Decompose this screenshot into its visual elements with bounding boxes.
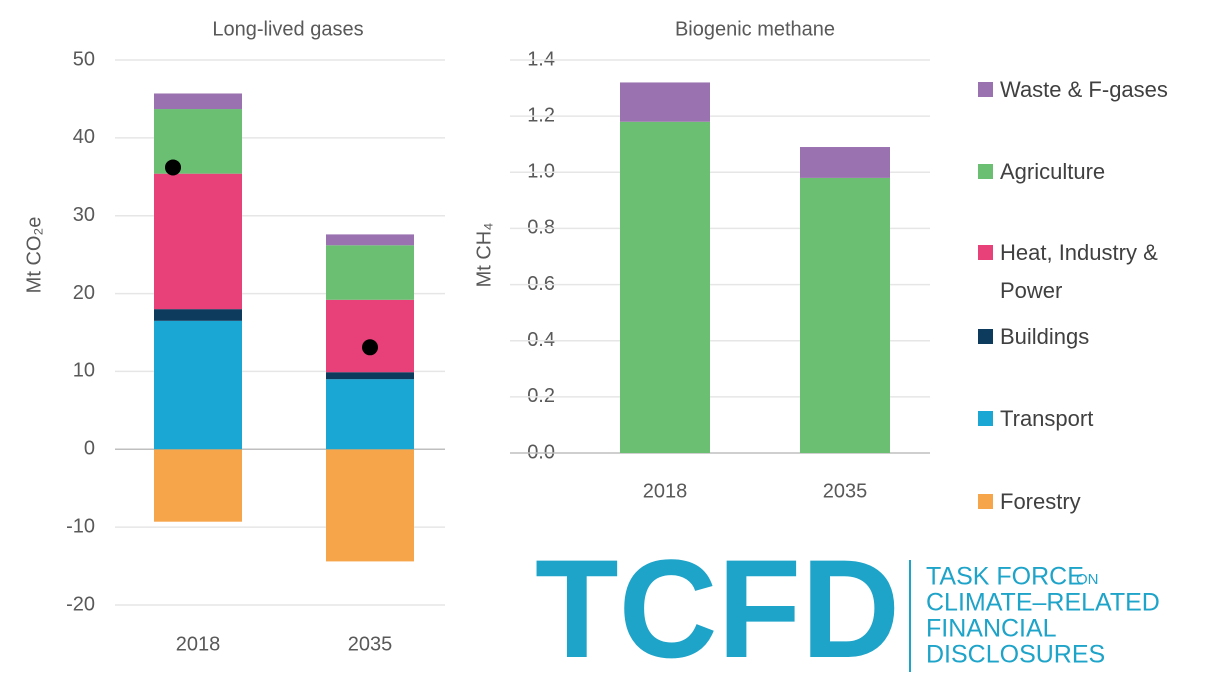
bar-segment xyxy=(620,82,710,122)
x-tick-label: 2018 xyxy=(176,633,221,655)
y-axis-label: Mt CH₄ xyxy=(473,223,495,288)
x-tick-label: 2035 xyxy=(348,633,393,655)
y-axis-label: Mt CO₂e xyxy=(23,217,45,294)
y-tick-label: 50 xyxy=(73,48,95,70)
y-tick-label: 40 xyxy=(73,126,95,148)
legend-label: Waste & F-gases xyxy=(1000,77,1168,102)
y-tick-label: 30 xyxy=(73,204,95,226)
bar-segment xyxy=(154,449,242,522)
bar-segment xyxy=(326,299,414,373)
bar-segment xyxy=(326,245,414,300)
bar-segment xyxy=(620,121,710,453)
y-tick-label: 0 xyxy=(84,438,95,460)
bar-segment xyxy=(326,449,414,562)
x-tick-label: 2035 xyxy=(823,480,868,502)
y-tick-label: -10 xyxy=(66,515,95,537)
chart-title: Long-lived gases xyxy=(212,18,363,40)
y-tick-label: -20 xyxy=(66,593,95,615)
logo-text: TASK FORCE xyxy=(926,563,1084,591)
legend-label: Heat, Industry & Power xyxy=(1000,240,1158,303)
legend-swatch xyxy=(978,82,993,97)
y-tick-label: 10 xyxy=(73,360,95,382)
bar-segment xyxy=(326,372,414,380)
logo-text: CLIMATE–RELATED xyxy=(926,589,1160,617)
logo-mark: TCFD xyxy=(535,530,900,677)
legend-swatch xyxy=(978,494,993,509)
y-tick-label: 20 xyxy=(73,282,95,304)
legend-label: Agriculture xyxy=(1000,159,1106,184)
legend-swatch xyxy=(978,245,993,260)
legend-label: Forestry xyxy=(1000,489,1081,514)
bar-segment xyxy=(800,147,890,178)
legend-swatch xyxy=(978,411,993,426)
bar-segment xyxy=(326,379,414,450)
bar-segment xyxy=(154,320,242,450)
logo-text: ON xyxy=(1076,571,1099,588)
legend-label: Buildings xyxy=(1000,324,1090,349)
bar-segment xyxy=(800,177,890,453)
point xyxy=(362,339,378,356)
logo-text: DISCLOSURES xyxy=(926,641,1105,669)
bar-segment xyxy=(326,234,414,246)
legend-swatch xyxy=(978,164,993,179)
legend-swatch xyxy=(978,329,993,344)
point xyxy=(165,159,181,176)
x-tick-label: 2018 xyxy=(643,480,688,502)
bar-segment xyxy=(154,173,242,310)
legend-label: Transport xyxy=(1000,406,1094,431)
bar-segment xyxy=(154,93,242,110)
chart-title: Biogenic methane xyxy=(675,18,835,40)
bar-segment xyxy=(154,309,242,321)
logo-text: FINANCIAL xyxy=(926,615,1057,643)
